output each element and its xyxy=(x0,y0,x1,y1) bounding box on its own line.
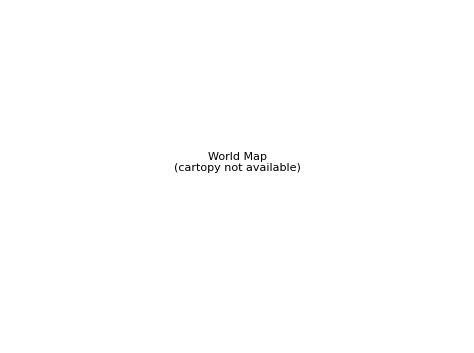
Text: World Map
(cartopy not available): World Map (cartopy not available) xyxy=(173,151,301,173)
